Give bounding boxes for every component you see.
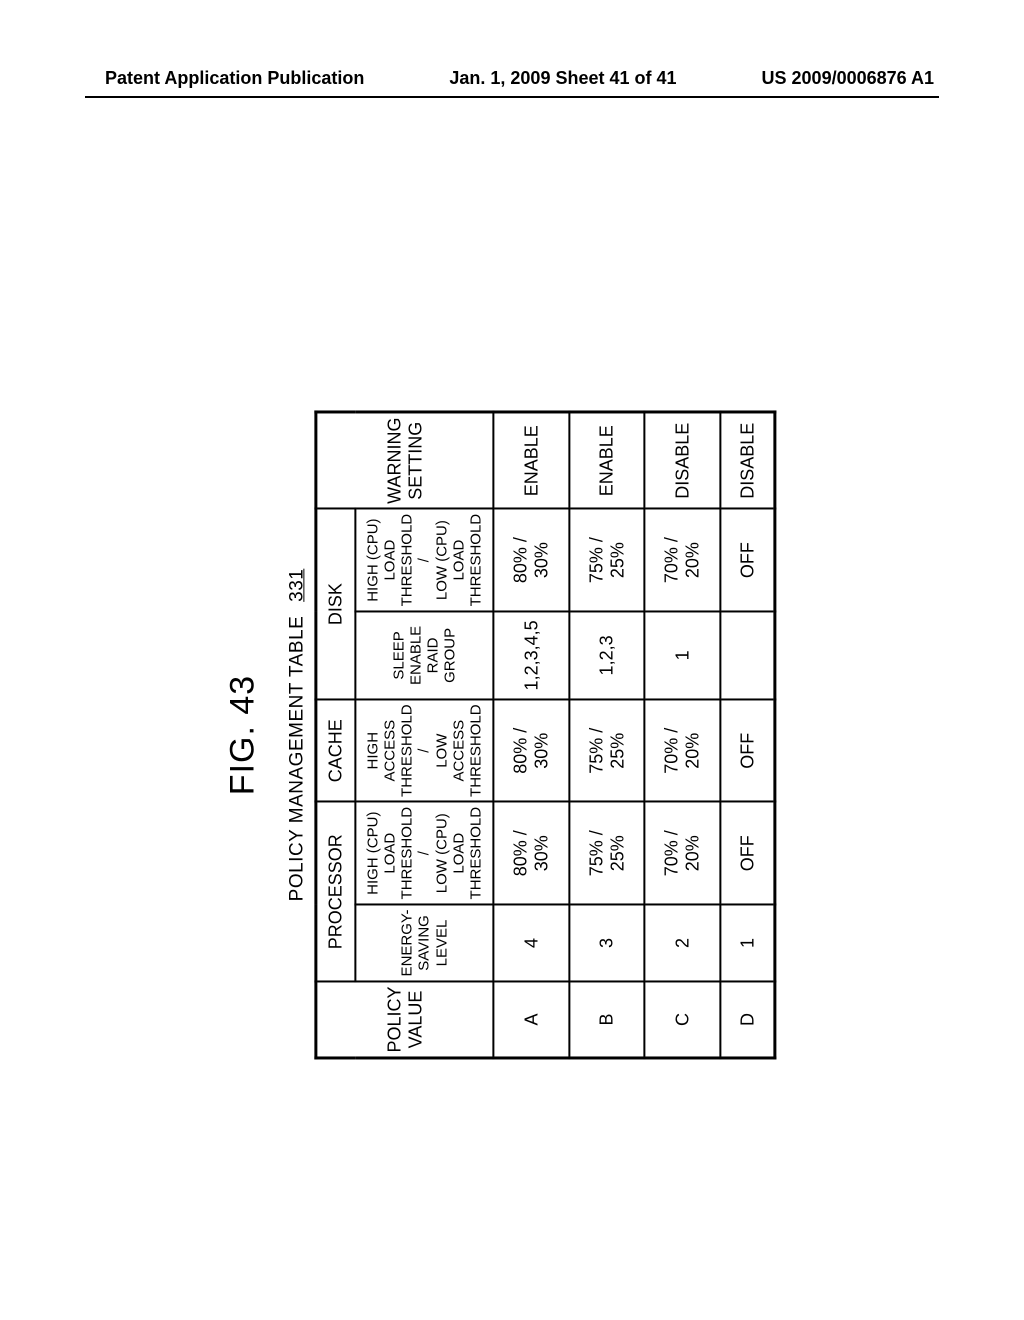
cell-proc: 70% / 20% [645, 802, 720, 905]
figure-title: FIG. 43 [223, 411, 262, 1060]
header-right: US 2009/0006876 A1 [762, 68, 934, 89]
cell-proc: 80% / 30% [494, 802, 569, 905]
group-header-disk: DISK [316, 509, 355, 700]
table-row: B 3 75% / 25% 75% / 25% 1,2,3 75% / 25% … [569, 412, 644, 1058]
header-left: Patent Application Publication [105, 68, 364, 89]
cell-raid [720, 611, 775, 699]
table-sub-header-row: ENERGY-SAVINGLEVEL HIGH (CPU) LOADTHRESH… [355, 412, 494, 1058]
table-caption: POLICY MANAGEMENT TABLE 331 [286, 411, 308, 1060]
table-row: D 1 OFF OFF OFF DISABLE [720, 412, 775, 1058]
cell-warn: DISABLE [720, 412, 775, 509]
cell-cache: 70% / 20% [645, 699, 720, 802]
figure-rotated-container: FIG. 43 POLICY MANAGEMENT TABLE 331 POLI… [223, 411, 776, 1060]
cell-warn: ENABLE [494, 412, 569, 509]
col-header-disk-thresh: HIGH (CPU) LOADTHRESHOLD /LOW (CPU) LOAD… [355, 509, 494, 612]
page-header: Patent Application Publication Jan. 1, 2… [0, 68, 1024, 89]
cell-raid: 1,2,3,4,5 [494, 611, 569, 699]
table-caption-text: POLICY MANAGEMENT TABLE [286, 616, 307, 902]
header-center: Jan. 1, 2009 Sheet 41 of 41 [449, 68, 676, 89]
cell-cache: 75% / 25% [569, 699, 644, 802]
policy-management-table: POLICYVALUE PROCESSOR CACHE DISK WARNING… [314, 411, 776, 1060]
cell-policy: B [569, 981, 644, 1058]
group-header-cache: CACHE [316, 699, 355, 802]
cell-proc: 75% / 25% [569, 802, 644, 905]
col-header-energy: ENERGY-SAVINGLEVEL [355, 904, 494, 981]
cell-energy: 1 [720, 904, 775, 981]
col-header-cache-thresh: HIGH ACCESSTHRESHOLD /LOW ACCESSTHRESHOL… [355, 699, 494, 802]
cell-proc: OFF [720, 802, 775, 905]
header-divider [85, 96, 939, 98]
col-header-warning: WARNINGSETTING [316, 412, 494, 509]
cell-cache: 80% / 30% [494, 699, 569, 802]
col-header-policy: POLICYVALUE [316, 981, 494, 1058]
table-row: C 2 70% / 20% 70% / 20% 1 70% / 20% DISA… [645, 412, 720, 1058]
table-group-header-row: POLICYVALUE PROCESSOR CACHE DISK WARNING… [316, 412, 355, 1058]
group-header-processor: PROCESSOR [316, 802, 355, 981]
cell-policy: A [494, 981, 569, 1058]
cell-disk: OFF [720, 509, 775, 612]
cell-policy: D [720, 981, 775, 1058]
cell-warn: DISABLE [645, 412, 720, 509]
col-header-raid: SLEEPENABLERAIDGROUP [355, 611, 494, 699]
cell-raid: 1,2,3 [569, 611, 644, 699]
cell-energy: 3 [569, 904, 644, 981]
cell-cache: OFF [720, 699, 775, 802]
table-row: A 4 80% / 30% 80% / 30% 1,2,3,4,5 80% / … [494, 412, 569, 1058]
table-caption-number: 331 [286, 569, 307, 602]
cell-disk: 80% / 30% [494, 509, 569, 612]
cell-disk: 70% / 20% [645, 509, 720, 612]
col-header-proc-thresh: HIGH (CPU) LOADTHRESHOLD /LOW (CPU) LOAD… [355, 802, 494, 905]
cell-policy: C [645, 981, 720, 1058]
cell-warn: ENABLE [569, 412, 644, 509]
cell-raid: 1 [645, 611, 720, 699]
cell-energy: 2 [645, 904, 720, 981]
cell-energy: 4 [494, 904, 569, 981]
cell-disk: 75% / 25% [569, 509, 644, 612]
